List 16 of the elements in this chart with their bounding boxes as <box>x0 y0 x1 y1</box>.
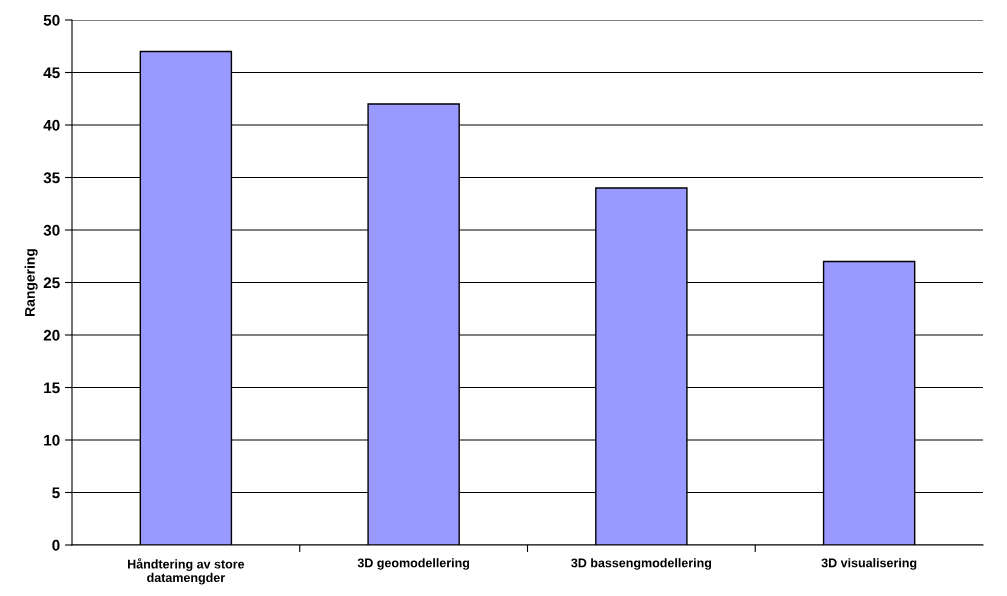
y-tick-label: 25 <box>43 277 60 289</box>
y-tick-label: 20 <box>43 329 60 341</box>
y-tick-label: 30 <box>43 224 60 236</box>
y-tick-label: 40 <box>43 119 60 131</box>
y-axis-title: Rangering <box>24 249 38 316</box>
x-tick-label: 3D visualisering <box>821 558 917 570</box>
y-tick-label: 15 <box>44 382 60 394</box>
y-tick-label: 10 <box>44 434 60 446</box>
y-tick-label: 0 <box>52 539 60 551</box>
y-tick-label: 45 <box>43 67 60 79</box>
y-tick-label: 35 <box>43 172 60 184</box>
y-tick-label: 50 <box>43 14 60 26</box>
x-tick-label: Håndtering av store datamengder <box>128 558 245 585</box>
x-tick-label: 3D geomodellering <box>357 558 470 570</box>
y-tick-label: 5 <box>52 487 60 499</box>
x-tick-label: 3D bassengmodellering <box>571 558 712 570</box>
